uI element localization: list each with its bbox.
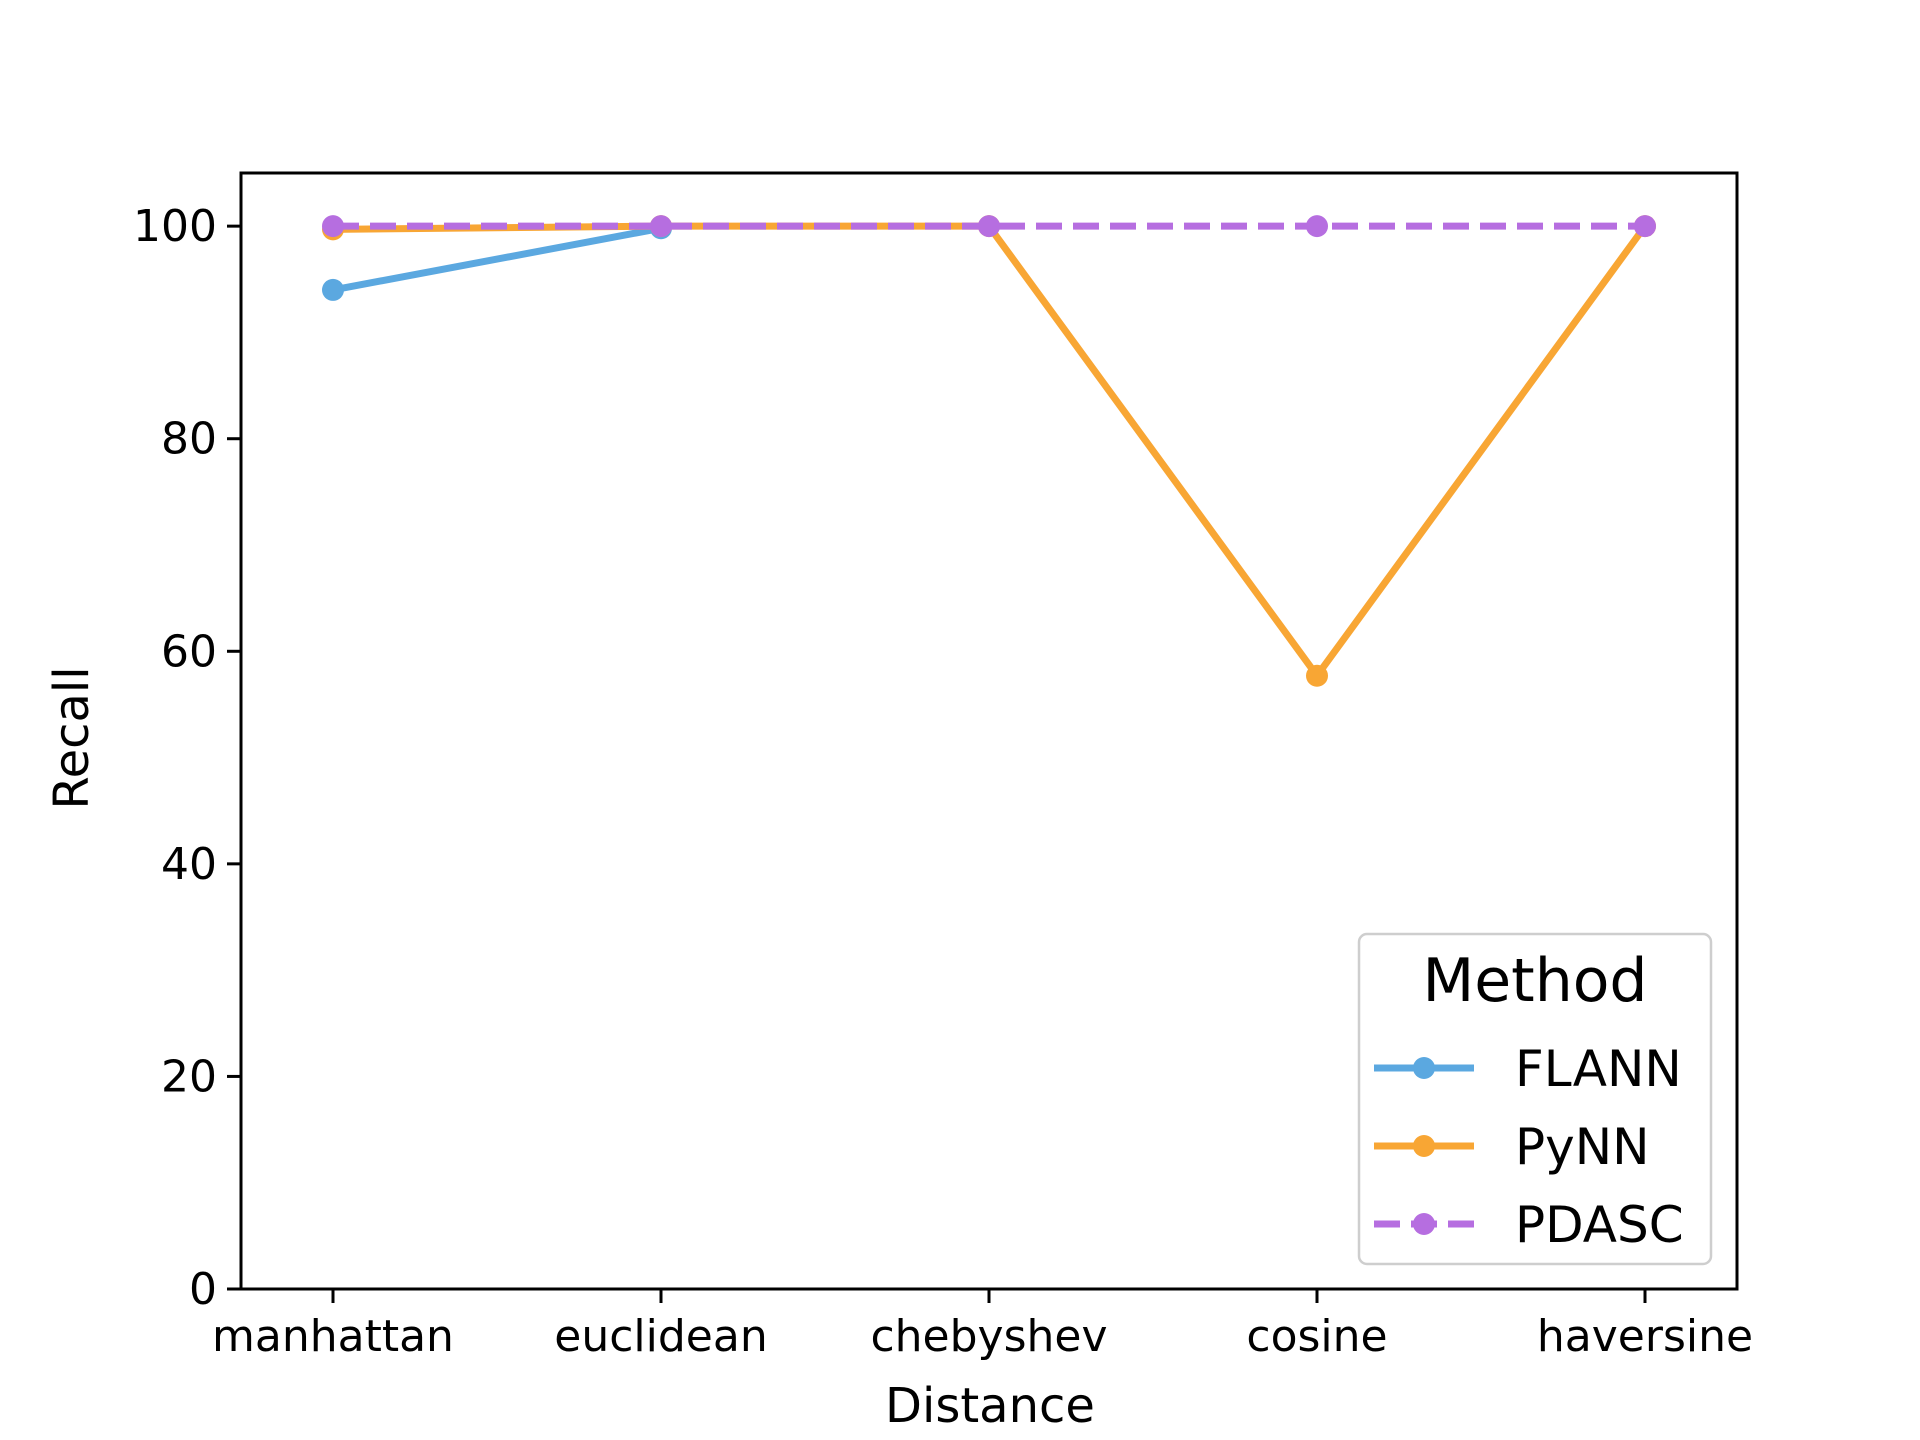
point-pdasc-chebyshev <box>978 215 1000 238</box>
legend-marker-flann <box>1413 1057 1435 1079</box>
point-pdasc-haversine <box>1634 215 1656 238</box>
legend-entries: FLANN PyNN PDASC <box>1374 1040 1684 1254</box>
series-line-flann <box>332 224 662 294</box>
x-axis-label: Distance <box>885 1378 1095 1434</box>
series-layer <box>322 215 1656 687</box>
y-tick-label-20: 20 <box>161 1051 217 1102</box>
legend-entry-pdasc: PDASC <box>1374 1196 1684 1254</box>
x-tick-label-haversine: haversine <box>1537 1311 1753 1362</box>
y-tick-label-100: 100 <box>133 201 217 252</box>
x-tick-label-euclidean: euclidean <box>554 1311 767 1362</box>
y-tick-label-40: 40 <box>161 839 217 890</box>
x-tick-label-manhattan: manhattan <box>212 1311 454 1362</box>
point-pdasc-cosine <box>1306 215 1328 238</box>
legend-entry-pynn: PyNN <box>1374 1118 1650 1176</box>
y-tick-label-80: 80 <box>161 414 217 465</box>
x-tick-label-chebyshev: chebyshev <box>870 1311 1107 1362</box>
legend-marker-pdasc <box>1413 1213 1435 1235</box>
y-tick-label-0: 0 <box>189 1264 217 1315</box>
axes-layer: 0 20 40 60 80 100 manhattan euclidean chebyshev c… <box>133 171 1753 1362</box>
x-tick-label-cosine: cosine <box>1246 1311 1387 1362</box>
legend-label-flann: FLANN <box>1515 1040 1682 1098</box>
legend-entry-flann: FLANN <box>1374 1040 1682 1098</box>
legend-label-pynn: PyNN <box>1515 1118 1650 1176</box>
series-pdasc <box>322 215 1656 238</box>
legend-label-pdasc: PDASC <box>1515 1196 1684 1254</box>
y-tick-label-60: 60 <box>161 626 217 677</box>
legend-frame <box>1357 932 1713 1266</box>
legend-marker-pynn <box>1413 1135 1435 1157</box>
legend: Method FLANN PyNN PDASC <box>1357 932 1713 1266</box>
y-axis-label: Recall <box>44 666 100 809</box>
point-flann-manhattan <box>322 278 344 301</box>
legend-title: Method <box>1422 946 1647 1016</box>
point-pdasc-manhattan <box>322 215 344 238</box>
point-pdasc-euclidean <box>650 215 672 238</box>
point-pynn-cosine <box>1306 664 1328 687</box>
